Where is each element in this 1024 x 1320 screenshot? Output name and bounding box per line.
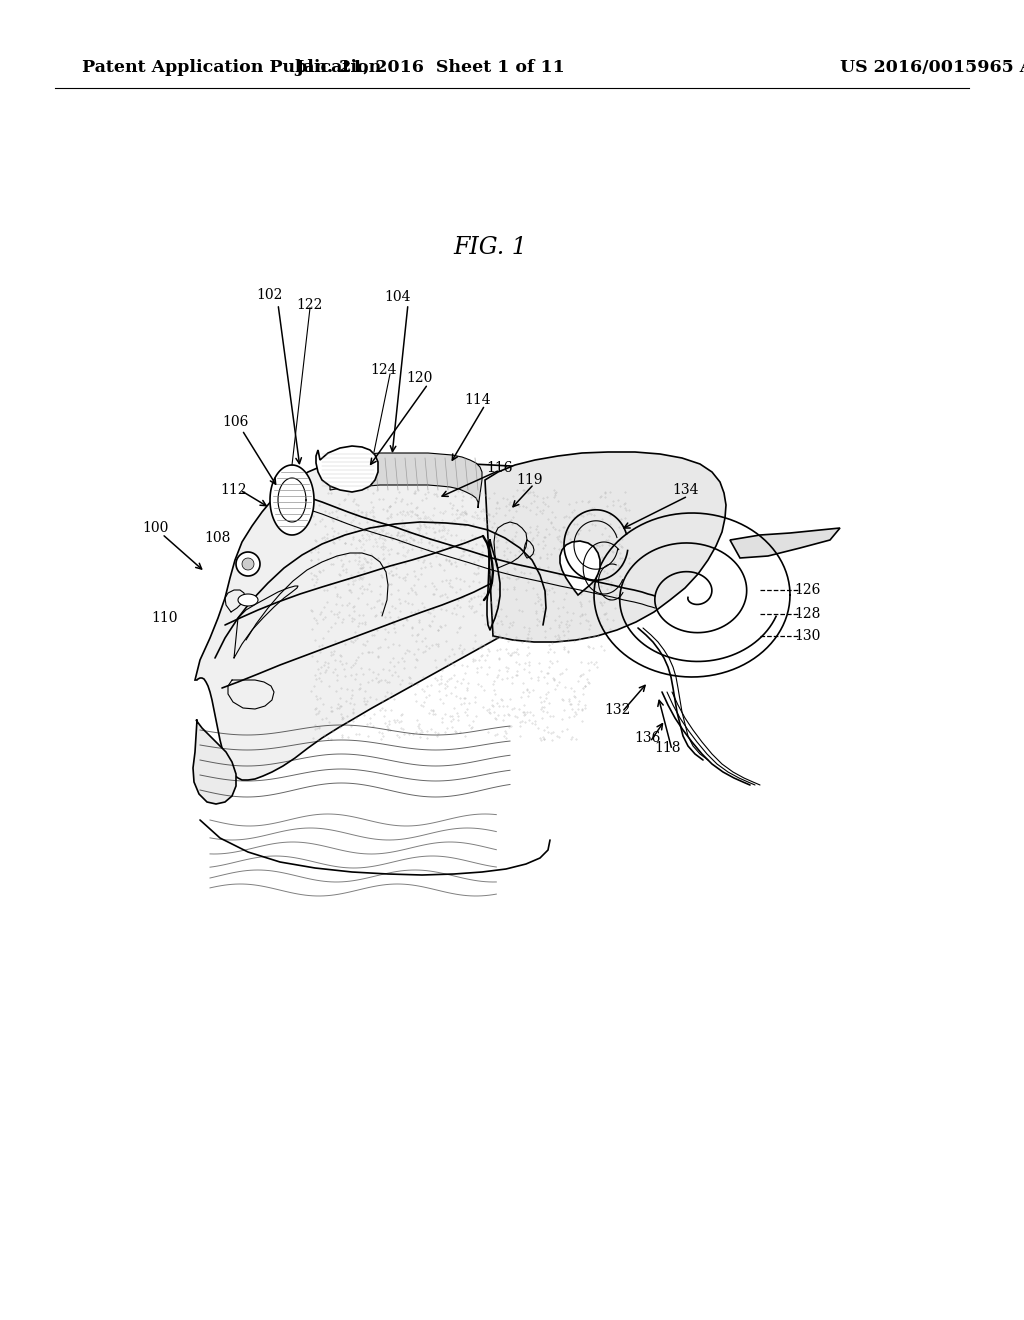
Text: 119: 119 bbox=[517, 473, 544, 487]
Text: 128: 128 bbox=[795, 607, 821, 620]
Text: 102: 102 bbox=[257, 288, 284, 302]
Polygon shape bbox=[730, 528, 840, 558]
Text: 122: 122 bbox=[297, 298, 324, 312]
Polygon shape bbox=[193, 719, 236, 804]
Polygon shape bbox=[242, 558, 254, 570]
Text: FIG. 1: FIG. 1 bbox=[454, 236, 527, 260]
Text: 108: 108 bbox=[205, 531, 231, 545]
Text: 106: 106 bbox=[223, 414, 249, 429]
Text: 124: 124 bbox=[371, 363, 397, 378]
Polygon shape bbox=[238, 594, 258, 606]
Text: 136: 136 bbox=[635, 731, 662, 744]
Polygon shape bbox=[270, 465, 314, 535]
Text: 114: 114 bbox=[465, 393, 492, 407]
Text: 134: 134 bbox=[673, 483, 699, 498]
Text: 110: 110 bbox=[152, 611, 178, 624]
Text: 126: 126 bbox=[795, 583, 821, 597]
Polygon shape bbox=[316, 446, 378, 492]
Text: 100: 100 bbox=[141, 521, 168, 535]
Text: 130: 130 bbox=[795, 630, 821, 643]
Polygon shape bbox=[236, 552, 260, 576]
Text: Jan. 21, 2016  Sheet 1 of 11: Jan. 21, 2016 Sheet 1 of 11 bbox=[295, 59, 565, 77]
Polygon shape bbox=[330, 453, 482, 508]
Text: 132: 132 bbox=[605, 704, 631, 717]
Text: US 2016/0015965 A1: US 2016/0015965 A1 bbox=[840, 59, 1024, 77]
Polygon shape bbox=[560, 541, 600, 595]
Text: 112: 112 bbox=[221, 483, 247, 498]
Polygon shape bbox=[485, 451, 726, 642]
Polygon shape bbox=[195, 457, 635, 780]
Text: 116: 116 bbox=[486, 461, 513, 475]
Text: 120: 120 bbox=[407, 371, 433, 385]
Text: Patent Application Publication: Patent Application Publication bbox=[82, 59, 381, 77]
Text: 118: 118 bbox=[654, 741, 681, 755]
Text: 104: 104 bbox=[385, 290, 412, 304]
